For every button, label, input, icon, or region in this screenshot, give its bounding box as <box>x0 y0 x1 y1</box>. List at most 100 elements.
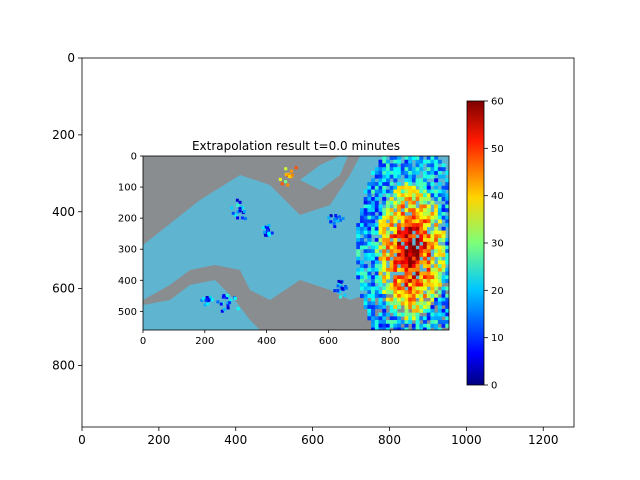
radar-cell <box>415 323 420 328</box>
radar-cell <box>426 223 431 228</box>
radar-cell <box>371 301 376 306</box>
radar-cell <box>374 316 379 321</box>
radar-cell <box>437 245 442 250</box>
radar-cell <box>430 323 435 328</box>
radar-cell <box>371 200 376 205</box>
radar-cell <box>382 245 387 250</box>
radar-cell <box>374 275 379 280</box>
radar-cell <box>434 282 439 287</box>
radar-cell <box>408 159 413 164</box>
radar-cell <box>374 260 379 265</box>
radar-cell <box>419 301 424 306</box>
radar-cell <box>445 182 449 187</box>
radar-cell <box>288 174 292 178</box>
radar-cell <box>338 295 342 299</box>
radar-cell <box>385 286 390 291</box>
radar-cell <box>437 275 442 280</box>
radar-cell <box>378 290 383 295</box>
radar-cell <box>393 234 398 239</box>
radar-cell <box>393 159 398 164</box>
radar-cell <box>382 286 387 291</box>
radar-cell <box>356 249 361 254</box>
radar-cell <box>385 282 390 287</box>
radar-cell <box>426 197 431 202</box>
radar-cell <box>363 211 368 216</box>
radar-cell <box>400 279 405 284</box>
radar-cell <box>419 185 424 190</box>
radar-cell <box>430 256 435 261</box>
radar-cell <box>419 323 424 328</box>
radar-cell <box>397 260 402 265</box>
radar-cell <box>378 267 383 272</box>
radar-cell <box>400 249 405 254</box>
outer-x-tick-label: 800 <box>378 433 401 447</box>
radar-cell <box>411 208 416 213</box>
radar-cell <box>385 301 390 306</box>
radar-cell <box>356 275 361 280</box>
radar-cell <box>382 159 387 164</box>
radar-cell <box>437 193 442 198</box>
radar-cell <box>374 293 379 298</box>
colorbar-ticks: 0 10 20 30 40 50 60 <box>484 97 504 392</box>
outer-x-tick-label: 1000 <box>451 433 482 447</box>
radar-cell <box>445 271 449 276</box>
radar-cell <box>404 174 409 179</box>
radar-cell <box>445 193 449 198</box>
radar-cell <box>434 197 439 202</box>
radar-cell <box>367 249 372 254</box>
radar-cell <box>367 200 372 205</box>
radar-cell <box>359 245 364 250</box>
colorbar-gradient <box>466 100 485 386</box>
radar-cell <box>265 234 269 238</box>
heatmap-y-tick-label: 300 <box>118 245 137 256</box>
radar-cell <box>378 185 383 190</box>
radar-cell <box>400 167 405 172</box>
radar-cell <box>240 216 244 220</box>
radar-cell <box>434 163 439 168</box>
radar-cell <box>415 163 420 168</box>
radar-cell <box>411 211 416 216</box>
radar-cell <box>426 271 431 276</box>
radar-cell <box>210 298 214 302</box>
radar-cell <box>404 230 409 235</box>
radar-cell <box>411 316 416 321</box>
radar-cell <box>397 256 402 261</box>
radar-cell <box>441 279 446 284</box>
radar-cell <box>408 297 413 302</box>
radar-cell <box>423 241 428 246</box>
radar-cell <box>423 170 428 175</box>
radar-cell <box>408 215 413 220</box>
colorbar-tick-label: 20 <box>491 286 504 297</box>
radar-cell <box>437 249 442 254</box>
radar-cell <box>404 260 409 265</box>
radar-cell <box>329 214 333 218</box>
radar-cell <box>419 182 424 187</box>
radar-cell <box>400 197 405 202</box>
radar-cell <box>404 297 409 302</box>
radar-cell <box>437 256 442 261</box>
radar-cell <box>363 297 368 302</box>
radar-cell <box>423 275 428 280</box>
radar-cell <box>411 215 416 220</box>
radar-cell <box>423 159 428 164</box>
radar-cell <box>411 174 416 179</box>
radar-cell <box>229 298 233 302</box>
radar-cell <box>400 293 405 298</box>
radar-cell <box>378 208 383 213</box>
radar-cell <box>415 316 420 321</box>
heatmap-x-tick-label: 800 <box>381 336 400 347</box>
radar-cell <box>415 286 420 291</box>
radar-cell <box>419 208 424 213</box>
radar-cell <box>441 204 446 209</box>
radar-cell <box>397 245 402 250</box>
radar-cell <box>359 293 364 298</box>
radar-cell <box>426 211 431 216</box>
radar-cell <box>404 197 409 202</box>
radar-cell <box>426 316 431 321</box>
radar-cell <box>437 219 442 224</box>
radar-cell <box>389 167 394 172</box>
radar-cell <box>437 260 442 265</box>
radar-cell <box>389 241 394 246</box>
radar-cell <box>284 167 288 171</box>
radar-cell <box>423 234 428 239</box>
